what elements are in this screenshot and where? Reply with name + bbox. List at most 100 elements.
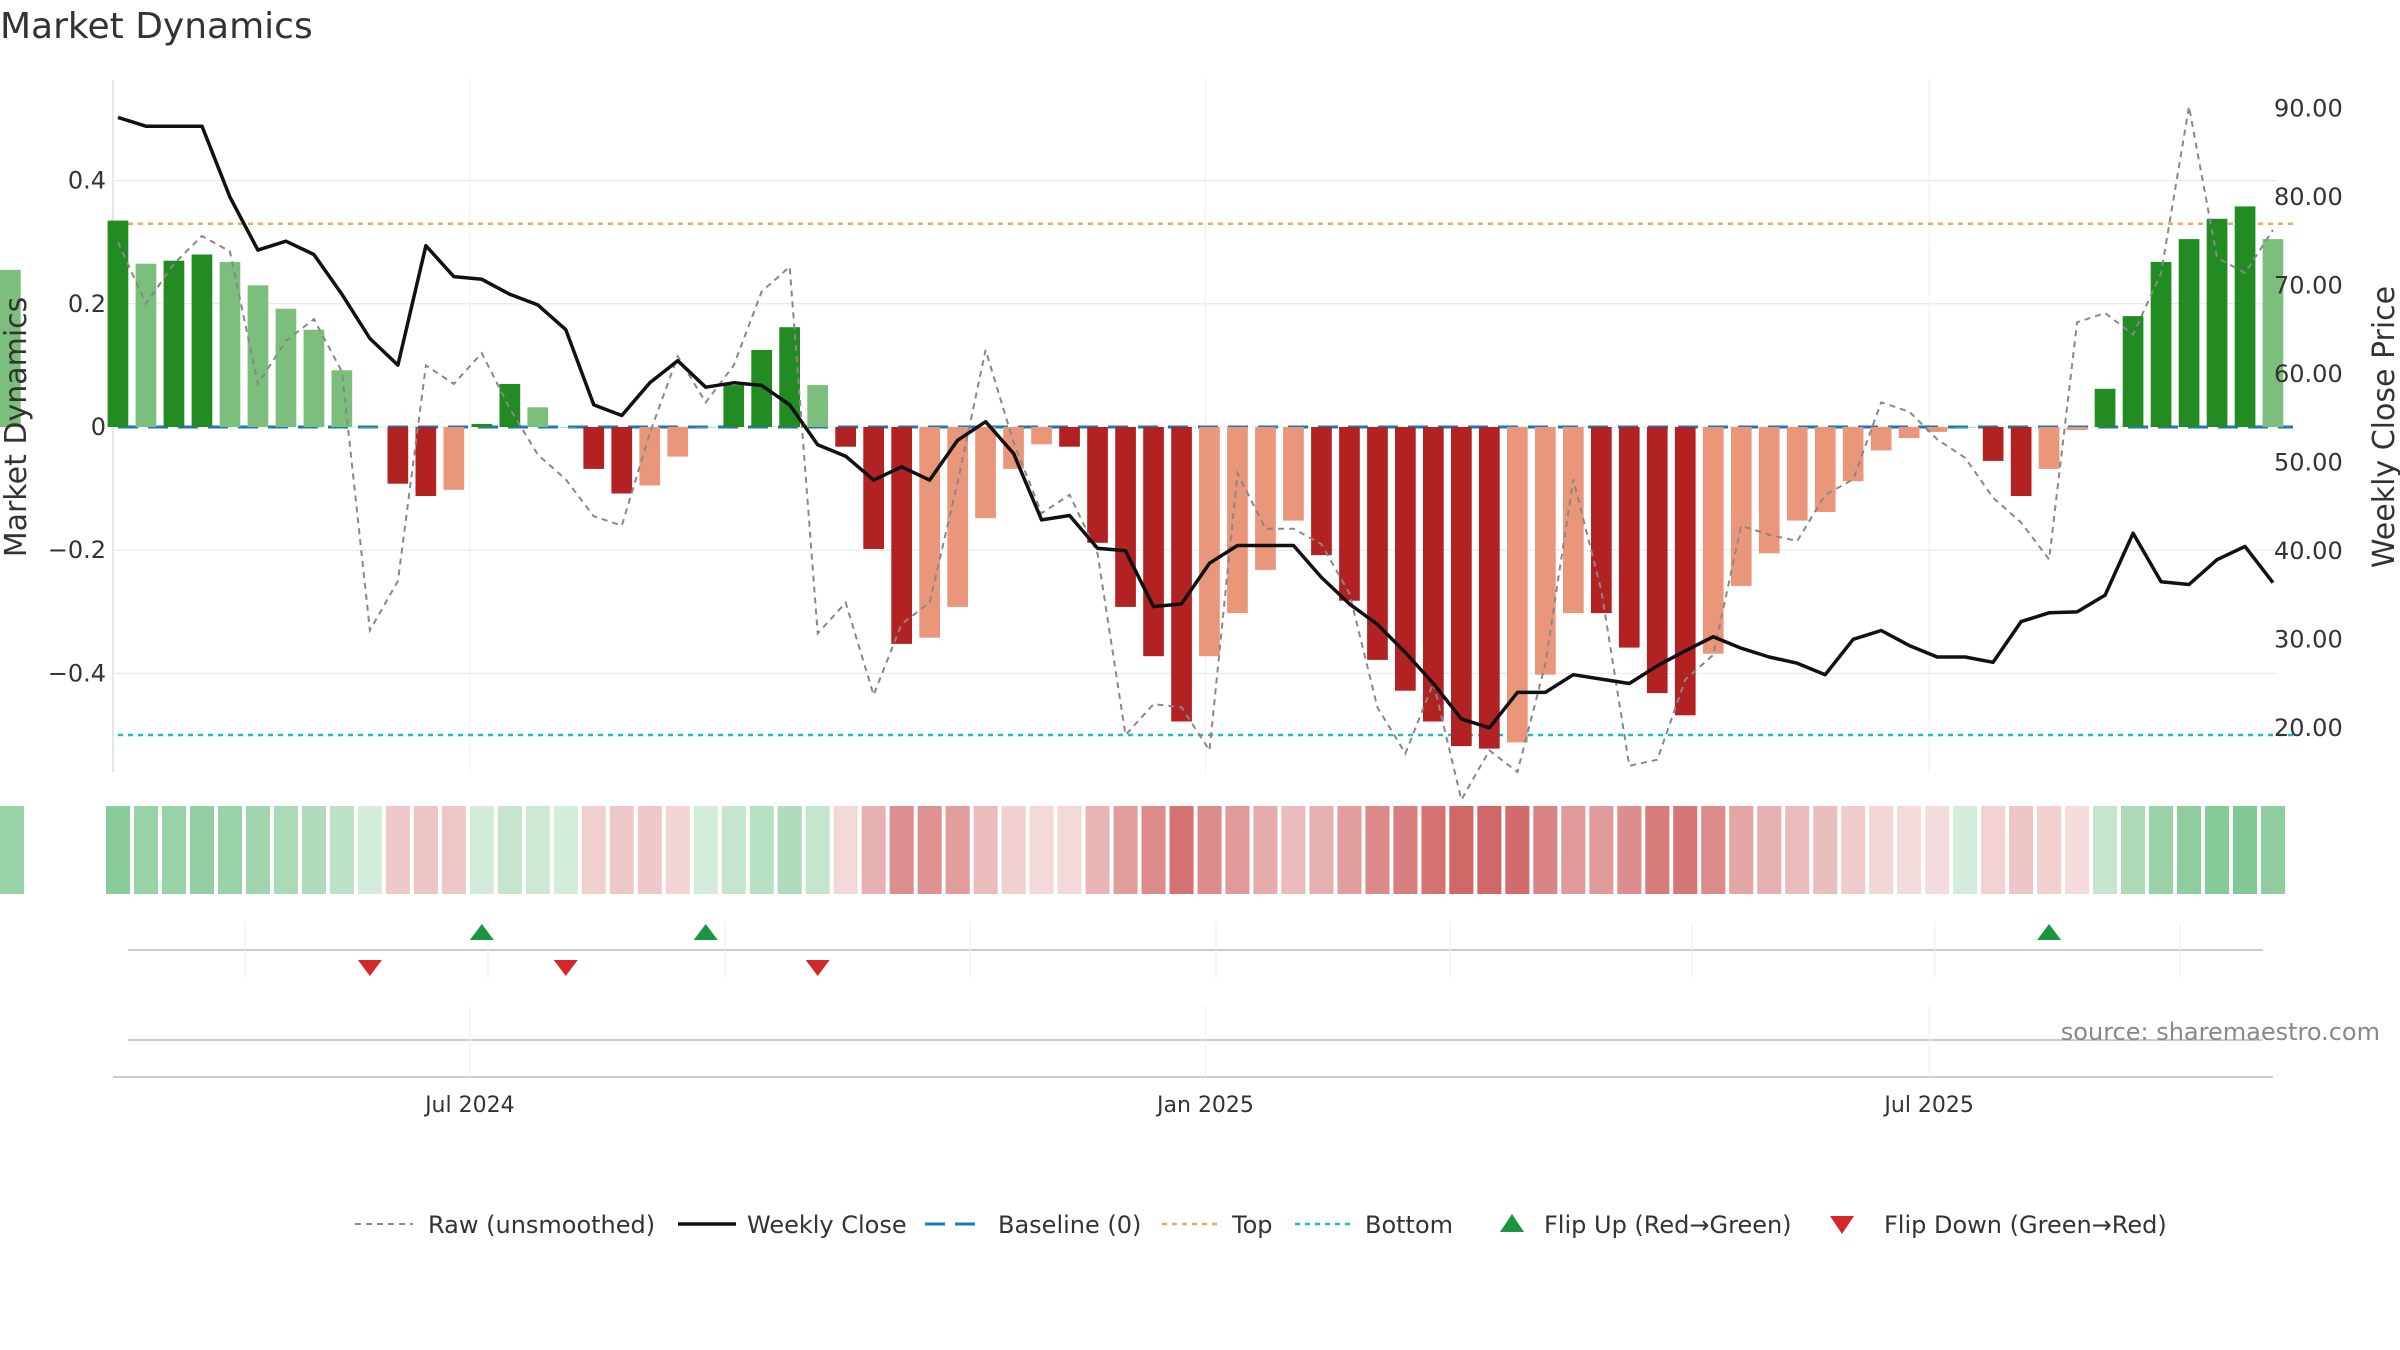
bar-series <box>0 206 2284 749</box>
right-tick-label: 70.00 <box>2274 271 2343 299</box>
heat-cell <box>189 806 214 894</box>
heat-cell <box>1477 806 1502 894</box>
heat-cell <box>1953 806 1978 894</box>
chart-title: Market Dynamics <box>0 6 313 47</box>
heat-cell <box>1057 806 1082 894</box>
raw-series <box>117 106 2274 803</box>
heat-cell <box>525 806 550 894</box>
heat-cell <box>413 806 438 894</box>
heat-cell <box>217 806 242 894</box>
flip-down-marker <box>553 960 578 976</box>
bar <box>2010 427 2032 496</box>
heat-cell <box>134 806 159 894</box>
right-axis: 20.00 30.00 40.00 50.00 60.00 70.00 80.00 90.00 <box>2274 95 2343 742</box>
bar <box>2178 239 2200 427</box>
heat-cell <box>805 806 830 894</box>
right-tick-label: 60.00 <box>2274 360 2343 388</box>
legend-flip-up-swatch <box>1500 1214 1524 1232</box>
bar <box>751 350 772 427</box>
bar <box>975 427 996 519</box>
bar <box>1926 427 1948 432</box>
heat-cell <box>1001 806 1026 894</box>
bar <box>1898 427 1920 439</box>
bar <box>2038 427 2060 469</box>
bar <box>2066 427 2088 431</box>
bar <box>1059 427 1080 447</box>
heat-cell <box>2149 806 2174 894</box>
heat-cell <box>1673 806 1698 894</box>
bar <box>1031 427 1052 445</box>
heat-cell <box>553 806 578 894</box>
right-tick-label: 30.00 <box>2274 625 2343 653</box>
legend-label: Flip Down (Green→Red) <box>1884 1211 2167 1239</box>
bar <box>1702 427 1724 654</box>
heat-cell <box>2177 806 2202 894</box>
heat-cell <box>749 806 774 894</box>
legend: Raw (unsmoothed) Weekly Close Baseline (0)… <box>355 1211 2167 1239</box>
grid-lines <box>112 78 2277 772</box>
bar <box>499 383 521 427</box>
right-tick-label: 80.00 <box>2274 183 2343 211</box>
heat-cell <box>1113 806 1138 894</box>
legend-label: Flip Up (Red→Green) <box>1544 1211 1792 1239</box>
weekly-close-line <box>117 115 2275 730</box>
bar <box>639 427 661 486</box>
heat-cell <box>861 806 886 894</box>
bar <box>1199 427 1220 657</box>
x-tick-label: Jul 2024 <box>423 1093 515 1118</box>
date-axis-panel: Jul 2024 Jan 2025 Jul 2025 <box>113 1005 2273 1118</box>
heat-cell <box>1869 806 1894 894</box>
bar <box>1339 427 1360 601</box>
bar <box>2206 218 2228 427</box>
heat-cell <box>1617 806 1642 894</box>
flip-down-marker <box>357 960 382 976</box>
heat-cell <box>357 806 382 894</box>
heat-cell <box>2065 806 2090 894</box>
heat-cell <box>441 806 466 894</box>
heat-cell <box>2233 806 2258 894</box>
left-tick-label: 0.2 <box>68 290 106 318</box>
bar <box>1730 427 1752 586</box>
heat-cell <box>1281 806 1306 894</box>
bar <box>191 254 213 427</box>
heat-cell <box>1729 806 1754 894</box>
heat-cell <box>1253 806 1278 894</box>
heat-cell <box>581 806 606 894</box>
bar <box>527 407 549 427</box>
bar <box>1451 427 1472 747</box>
bar <box>723 385 745 427</box>
heat-cell <box>833 806 858 894</box>
heat-cell <box>2205 806 2230 894</box>
flip-down-marker <box>805 960 830 976</box>
heat-cell <box>1561 806 1586 894</box>
bar <box>583 427 605 469</box>
heat-cell <box>1449 806 1474 894</box>
bar <box>2122 316 2144 427</box>
bar <box>1563 427 1584 614</box>
left-tick-label: 0.4 <box>68 167 106 195</box>
right-axis-label: Weekly Close Price <box>2367 286 2400 568</box>
bar <box>275 308 297 427</box>
heat-cell <box>1197 806 1222 894</box>
heat-cell <box>245 806 270 894</box>
bar <box>415 427 437 496</box>
bar <box>1479 427 1500 749</box>
heat-cell <box>161 806 186 894</box>
heat-cell <box>1085 806 1110 894</box>
bar <box>1842 427 1864 482</box>
right-tick-label: 90.00 <box>2274 95 2343 123</box>
heat-cell <box>301 806 326 894</box>
bar <box>1618 427 1640 648</box>
left-axis: −0.4 −0.2 0 0.2 0.4 <box>48 167 106 688</box>
heat-cell <box>1365 806 1390 894</box>
heat-cell <box>1897 806 1922 894</box>
legend-label: Raw (unsmoothed) <box>428 1211 655 1239</box>
bar <box>2094 388 2116 427</box>
source-credit: source: sharemaestro.com <box>2061 1018 2380 1046</box>
bar <box>835 427 856 447</box>
heat-cell <box>469 806 494 894</box>
heat-cell <box>1925 806 1950 894</box>
heat-strip <box>0 806 2286 894</box>
left-tick-label: −0.4 <box>48 659 106 687</box>
heat-cell <box>1169 806 1194 894</box>
